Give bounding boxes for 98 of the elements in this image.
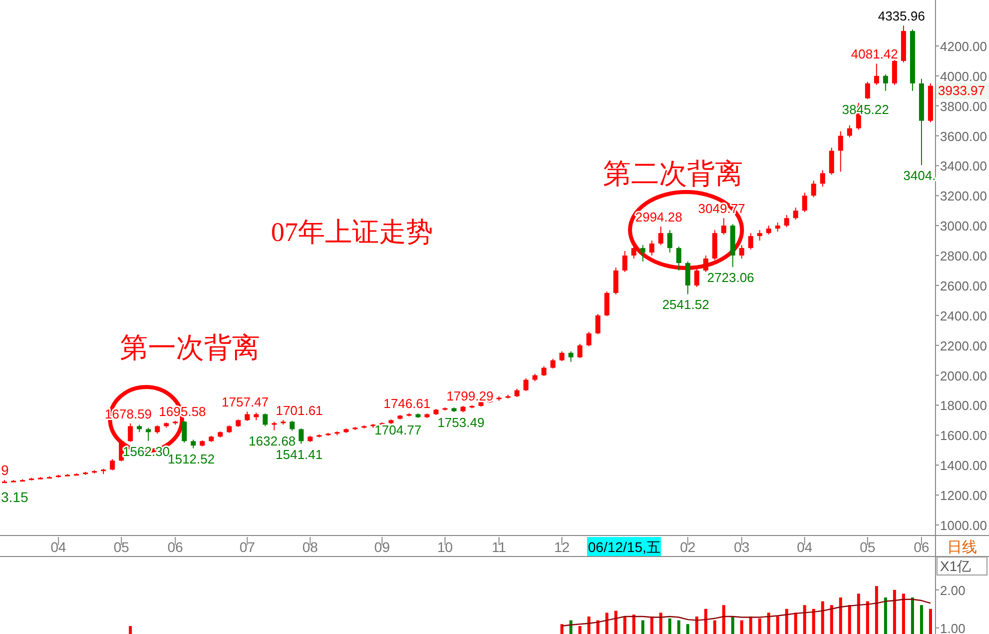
annotation: 1746.61 — [384, 396, 431, 412]
candlestick — [658, 226, 664, 246]
candlestick — [784, 214, 790, 228]
candlestick — [838, 130, 844, 172]
y-tick-label: 4200.00 — [940, 38, 987, 54]
y-tick-label: 3600.00 — [940, 128, 987, 144]
text: 日线 — [947, 539, 977, 556]
candlestick — [748, 232, 754, 250]
annotation: 3.15 — [1, 489, 28, 505]
candlestick — [676, 246, 682, 271]
candlestick — [622, 250, 628, 272]
candlestick — [577, 343, 582, 359]
y-tick-label: 3000.00 — [940, 218, 987, 234]
candlestick — [182, 420, 187, 444]
y-tick-label: 2200.00 — [940, 338, 987, 354]
x-tick-label: 12 — [554, 539, 570, 555]
y-tick-label: 2.00 — [940, 582, 966, 598]
y-tick-label: 3400.00 — [940, 158, 987, 174]
y-tick-label: 1800.00 — [940, 398, 987, 414]
annotation: 4081.42 — [851, 46, 898, 62]
candlestick — [550, 358, 556, 370]
text: 3933.97 — [938, 83, 985, 98]
y-axis-title: X1亿 — [940, 558, 972, 574]
candlestick — [793, 207, 798, 220]
annotation: 1541.41 — [276, 446, 323, 462]
x-tick-label: 05 — [114, 539, 130, 555]
annotation: 2723.06 — [707, 270, 754, 286]
y-tick-label: 2400.00 — [940, 308, 987, 324]
line-series — [561, 598, 932, 627]
y-tick-label: 1400.00 — [940, 458, 987, 474]
candlestick — [290, 420, 295, 432]
candlestick — [892, 57, 898, 86]
candlestick — [568, 350, 574, 362]
x-tick-label: 05 — [860, 539, 876, 555]
annotation: 1632.68 — [248, 433, 296, 448]
y-tick-label: 1600.00 — [940, 428, 987, 444]
candlestick — [757, 230, 762, 242]
x-tick-label: 06 — [168, 539, 184, 555]
candlestick — [631, 243, 636, 260]
y-tick-label: 2600.00 — [940, 278, 987, 294]
candlestick — [595, 313, 600, 335]
candlestick — [586, 331, 592, 347]
candlestick — [559, 350, 564, 362]
x-tick-label: 08 — [302, 539, 318, 555]
annotation: 1799.29 — [446, 388, 494, 404]
candlestick — [244, 411, 250, 422]
candlestick — [110, 458, 115, 471]
text: 07年上证走势 — [271, 217, 433, 247]
annotation: 4335.96 — [878, 8, 925, 24]
y-tick-label: 1200.00 — [940, 488, 987, 504]
annotation: 1753.49 — [437, 415, 484, 430]
annotation: 第一次背离 — [120, 333, 260, 364]
candlestick — [613, 267, 618, 295]
annotation: 1757.47 — [222, 394, 269, 410]
x-tick-label: 04 — [50, 539, 66, 555]
x-tick-label: 10 — [437, 539, 454, 555]
annotation: 1704.77 — [374, 422, 422, 438]
y-tick-label: 3200.00 — [940, 188, 987, 204]
y-tick-label: 1000.00 — [940, 518, 987, 533]
y-tick-label: 2000.00 — [940, 368, 987, 384]
candlestick — [649, 240, 654, 256]
text: 06/12/15,五 — [588, 539, 660, 555]
candlestick — [685, 261, 690, 295]
x-tick-label: 11 — [492, 539, 506, 555]
annotation: 第二次背离 — [603, 159, 743, 190]
x-tick-label: 09 — [374, 539, 390, 555]
candlestick — [721, 218, 726, 236]
annotation: 2541.52 — [662, 297, 710, 312]
candlestick — [262, 412, 268, 427]
y-tick-label: 4000.00 — [940, 68, 987, 84]
candlestick — [829, 147, 834, 176]
candlestick — [640, 244, 646, 262]
x-tick-label: 02 — [680, 539, 696, 555]
annotation: 1701.61 — [276, 402, 323, 418]
candlestick — [667, 230, 672, 254]
candlestick — [523, 378, 528, 392]
candlestick — [146, 427, 151, 442]
y-tick-label: 1.00 — [940, 620, 966, 634]
candlestick — [541, 366, 546, 377]
x-tick-label: 06 — [914, 539, 930, 555]
candlestick — [883, 74, 888, 92]
x-tick-label: 04 — [796, 539, 813, 555]
candlestick — [847, 124, 852, 138]
candlestick — [128, 422, 133, 442]
annotation: 3404. — [903, 168, 936, 184]
candlestick — [604, 290, 610, 317]
candlestick — [865, 81, 870, 100]
candlestick — [811, 180, 816, 198]
y-tick-label: 2800.00 — [940, 248, 987, 264]
candlestick — [874, 63, 880, 86]
x-tick-label: 03 — [734, 539, 750, 555]
x-tick-label: 07 — [239, 539, 256, 555]
annotation: 2994.28 — [635, 209, 682, 224]
candlestick — [802, 192, 808, 213]
candlestick — [820, 170, 826, 188]
candlestick — [298, 428, 304, 444]
y-tick-label: 3800.00 — [940, 98, 987, 114]
annotation: 9 — [1, 462, 9, 478]
